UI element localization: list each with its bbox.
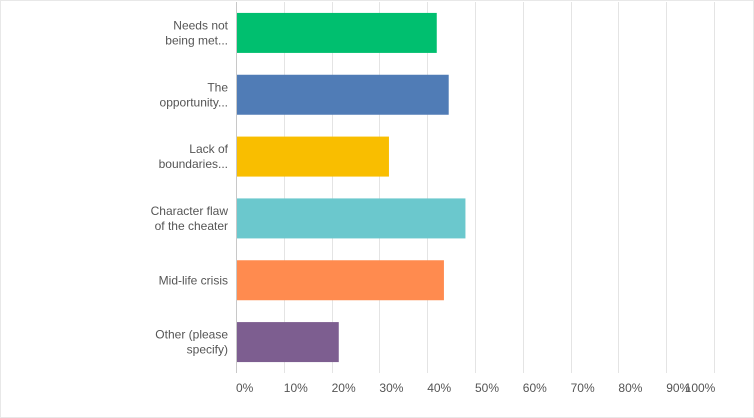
category-label: Needs not: [173, 18, 228, 32]
x-tick-label: 90%: [666, 381, 690, 395]
category-label: Mid-life crisis: [159, 273, 228, 287]
x-axis-ticks: 0% 10% 20% 30% 40% 50% 60% 70% 80% 90%100%: [236, 381, 716, 395]
grid-lines: [236, 2, 715, 373]
category-label: Other (please: [155, 328, 228, 342]
bar[interactable]: [237, 198, 466, 239]
category-label: opportunity...: [160, 95, 228, 109]
category-label: of the cheater: [155, 219, 228, 233]
category-label: being met...: [165, 33, 228, 47]
category-label: specify): [187, 343, 228, 357]
x-tick-label: 20%: [332, 381, 356, 395]
x-tick-label: 10%: [284, 381, 308, 395]
x-tick-label: 30%: [379, 381, 403, 395]
bar[interactable]: [237, 260, 444, 301]
x-tick-label: 100%: [685, 381, 716, 395]
x-tick-label: 50%: [475, 381, 499, 395]
category-label: The: [207, 80, 228, 94]
bar[interactable]: [237, 322, 339, 363]
x-tick-label: 80%: [618, 381, 642, 395]
x-tick-label: 60%: [523, 381, 547, 395]
category-label: boundaries...: [159, 157, 228, 171]
bar[interactable]: [237, 12, 437, 53]
x-tick-label: 70%: [571, 381, 595, 395]
bars: [237, 12, 466, 363]
bar[interactable]: [237, 136, 389, 177]
x-tick-label: 40%: [427, 381, 451, 395]
bar[interactable]: [237, 74, 449, 115]
category-label: Character flaw: [151, 204, 229, 218]
x-tick-label: 0%: [236, 381, 254, 395]
category-label: Lack of: [189, 142, 228, 156]
